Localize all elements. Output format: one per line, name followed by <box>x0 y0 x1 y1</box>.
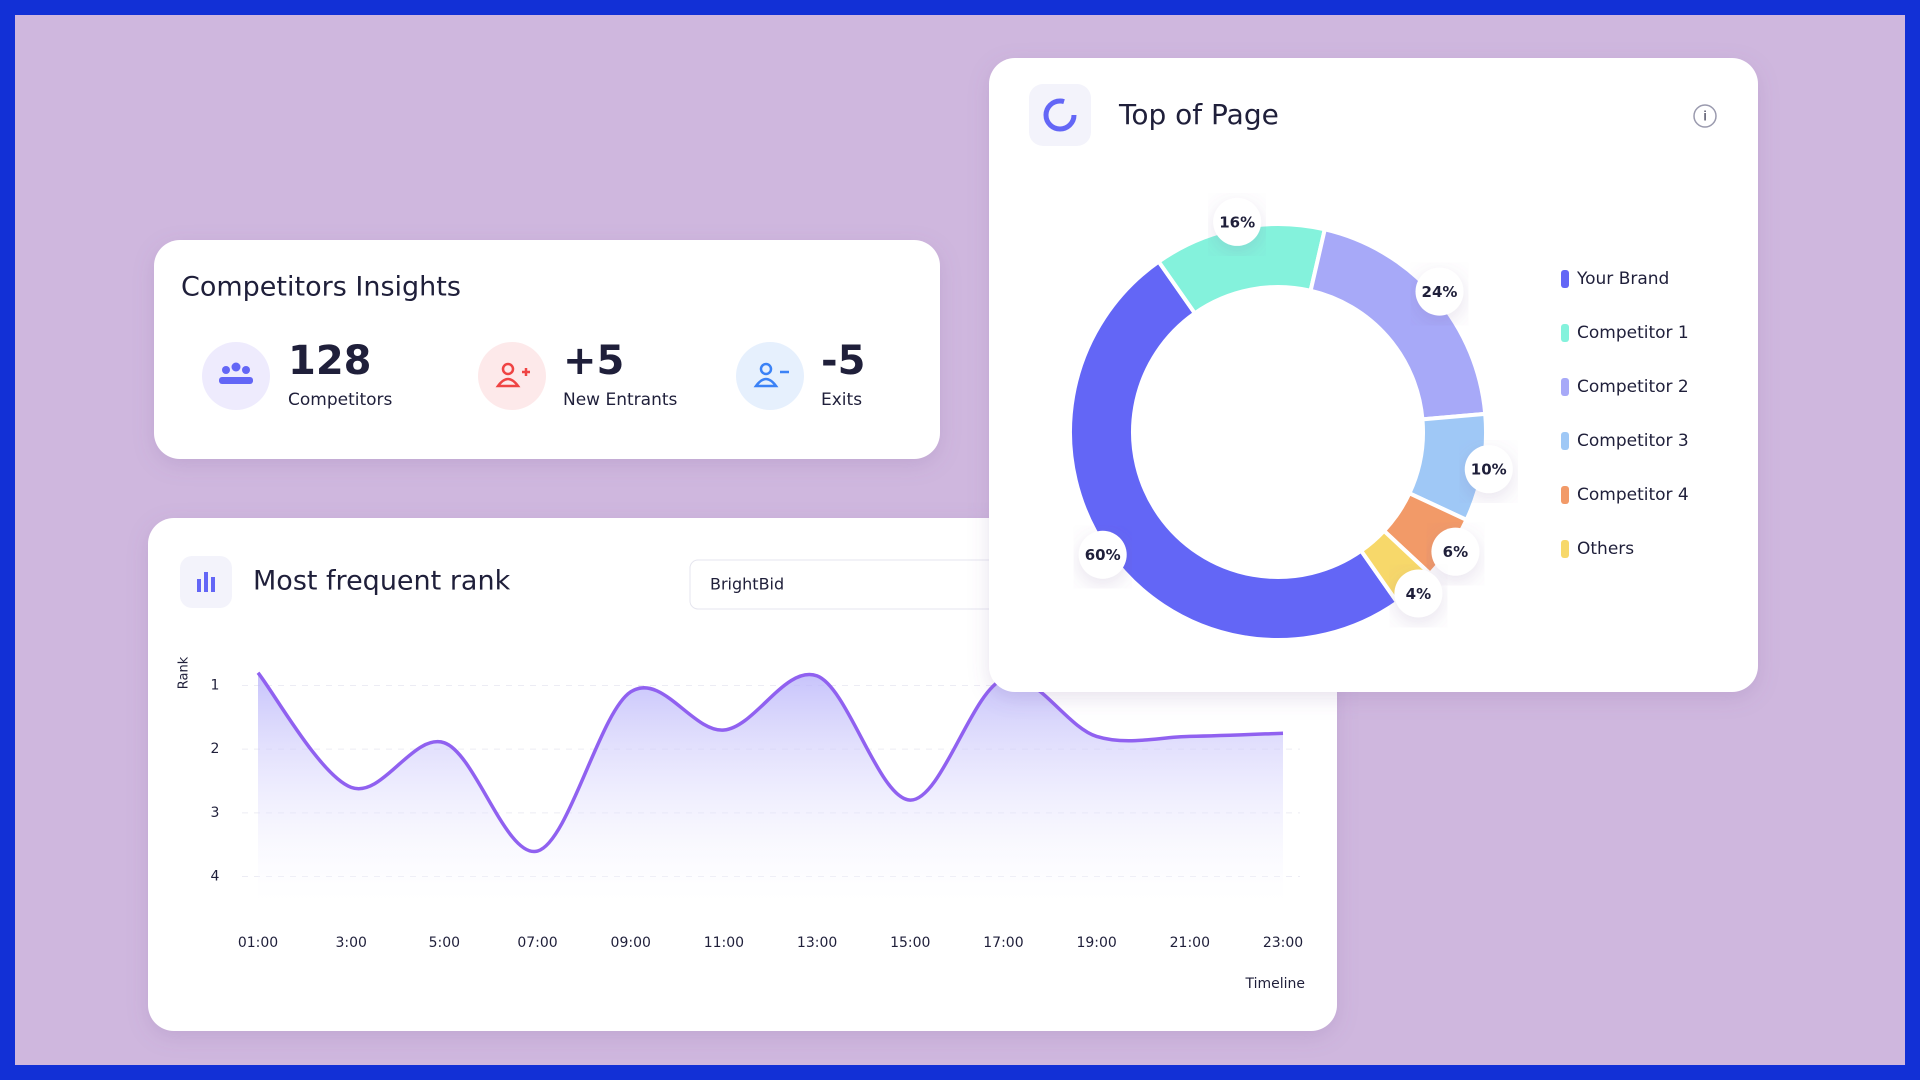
donut-segment <box>1068 258 1401 642</box>
x-tick-label: 5:00 <box>429 935 460 951</box>
x-axis-label: Timeline <box>1244 976 1305 992</box>
stat-icon <box>219 362 253 384</box>
stat-icon <box>753 362 789 388</box>
legend-label: Others <box>1577 539 1634 559</box>
legend-label: Competitor 4 <box>1577 485 1689 505</box>
label-bubble <box>1415 267 1464 316</box>
x-tick-label: 13:00 <box>797 935 837 951</box>
card-icon-bg <box>1029 84 1091 146</box>
card <box>154 240 940 459</box>
donut-card: Top of Page i <box>989 58 1758 692</box>
info-glyph: i <box>1703 110 1707 125</box>
x-tick-label: 23:00 <box>1263 935 1303 951</box>
data-label: 60% <box>1085 546 1121 564</box>
x-tick-label: 15:00 <box>890 935 930 951</box>
dropdown-value: BrightBid <box>710 575 784 594</box>
stat-icon-bg <box>478 342 546 410</box>
legend-marker <box>1561 540 1569 558</box>
data-label: 16% <box>1219 213 1255 231</box>
x-tick-label: 17:00 <box>983 935 1023 951</box>
legend-label: Competitor 3 <box>1577 431 1689 451</box>
data-label: 24% <box>1422 283 1458 301</box>
chart-title: Top of Page <box>1118 98 1279 131</box>
chart-title: Most frequent rank <box>253 566 511 597</box>
legend-marker <box>1561 270 1569 288</box>
label-bubble <box>1431 527 1480 576</box>
y-axis-label: Rank <box>177 656 192 689</box>
x-tick-label: 01:00 <box>238 935 278 951</box>
label-bubble <box>1464 445 1513 494</box>
x-tick-label: 21:00 <box>1170 935 1210 951</box>
data-label: 6% <box>1443 543 1468 561</box>
stat-value: +5 <box>563 338 624 384</box>
label-bubble <box>1394 569 1443 618</box>
y-tick-label: 2 <box>211 741 220 757</box>
data-label: 10% <box>1471 461 1507 479</box>
x-tick-label: 19:00 <box>1076 935 1116 951</box>
donut-plot: 60% 16% 24% 10% 6% 4% Your Brand Competitor 1 Co… <box>1068 197 1689 642</box>
stat-value: 128 <box>288 338 372 384</box>
x-tick-label: 11:00 <box>704 935 744 951</box>
area-fill <box>258 672 1283 902</box>
x-tick-label: 07:00 <box>517 935 557 951</box>
card-title: Competitors Insights <box>181 272 461 303</box>
legend-label: Competitor 2 <box>1577 377 1689 397</box>
stat-icon-bg <box>736 342 804 410</box>
y-tick-label: 3 <box>211 805 220 821</box>
stat-value: -5 <box>821 338 865 384</box>
stat-label: Competitors <box>288 390 393 410</box>
insights-card: Competitors Insights 128 Competitors +5 … <box>154 240 940 459</box>
legend-marker <box>1561 486 1569 504</box>
line <box>256 671 1284 853</box>
x-tick-label: 09:00 <box>611 935 651 951</box>
info-icon[interactable] <box>1693 104 1717 128</box>
card-icon <box>197 572 215 592</box>
legend-label: Your Brand <box>1576 269 1669 289</box>
stat-icon <box>495 362 530 388</box>
legend-marker <box>1561 378 1569 396</box>
stat-icon-bg <box>202 342 270 410</box>
y-tick-label: 4 <box>211 869 220 885</box>
data-label: 4% <box>1406 585 1431 603</box>
legend-label: Competitor 1 <box>1577 323 1689 343</box>
x-tick-label: 3:00 <box>335 935 366 951</box>
legend-marker <box>1561 432 1569 450</box>
label-bubble <box>1078 530 1127 579</box>
card <box>989 58 1758 692</box>
card-icon <box>1043 98 1077 132</box>
line-plot: 1 2 3 4 01:00 3:00 5:00 07:00 09:00 11:00 13:00 15:… <box>211 671 1303 951</box>
stat-label: Exits <box>821 390 862 410</box>
label-bubble <box>1213 197 1262 246</box>
stat-label: New Entrants <box>563 390 678 410</box>
y-tick-label: 1 <box>211 677 220 693</box>
legend-marker <box>1561 324 1569 342</box>
